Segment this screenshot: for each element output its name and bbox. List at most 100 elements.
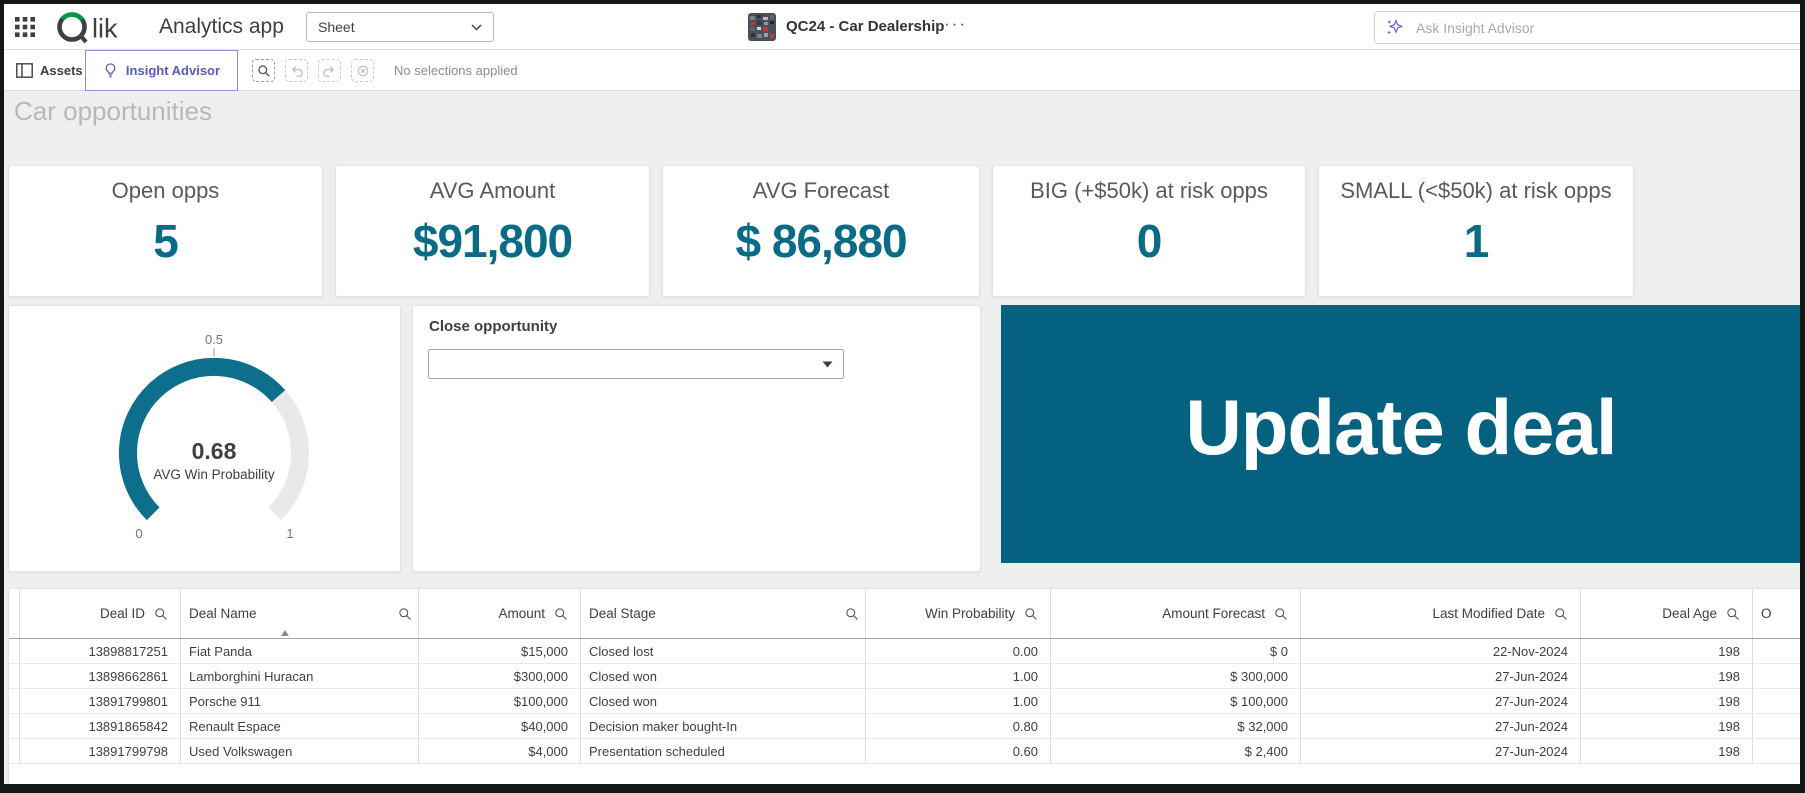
- table-cell[interactable]: Used Volkswagen: [181, 739, 419, 763]
- qlik-logo[interactable]: lik: [56, 9, 144, 45]
- column-header[interactable]: Win Probability: [866, 589, 1051, 638]
- clear-selections-icon[interactable]: [351, 59, 374, 82]
- table-cell[interactable]: 27-Jun-2024: [1301, 689, 1581, 713]
- cell-value: 13891799801: [88, 693, 168, 709]
- kpi-value: 5: [153, 215, 179, 267]
- table-cell[interactable]: [1753, 639, 1802, 663]
- table-cell[interactable]: $ 100,000: [1051, 689, 1301, 713]
- table-cell[interactable]: $ 32,000: [1051, 714, 1301, 738]
- search-icon[interactable]: [154, 607, 168, 621]
- update-deal-button[interactable]: Update deal: [1001, 305, 1801, 563]
- table-cell[interactable]: $ 0: [1051, 639, 1301, 663]
- deals-table: Deal ID Deal Name Amount Deal Stage Win Prob…: [8, 588, 1803, 788]
- insight-advisor-button[interactable]: Insight Advisor: [85, 50, 238, 91]
- search-icon[interactable]: [398, 607, 412, 621]
- table-cell[interactable]: 13898817251: [20, 639, 181, 663]
- cell-value: 27-Jun-2024: [1495, 718, 1568, 734]
- ask-insight-advisor-box[interactable]: [1374, 11, 1805, 44]
- app-launcher-icon[interactable]: [14, 16, 36, 38]
- table-cell[interactable]: 13898662861: [20, 664, 181, 688]
- table-cell[interactable]: $100,000: [419, 689, 581, 713]
- column-header[interactable]: Deal Stage: [581, 589, 866, 638]
- search-icon[interactable]: [1726, 607, 1740, 621]
- table-cell[interactable]: 27-Jun-2024: [1301, 714, 1581, 738]
- ask-insight-advisor-input[interactable]: [1414, 18, 1797, 37]
- table-cell[interactable]: 22-Nov-2024: [1301, 639, 1581, 663]
- table-cell[interactable]: Fiat Panda: [181, 639, 419, 663]
- column-header[interactable]: Deal ID: [20, 589, 181, 638]
- table-cell[interactable]: $ 2,400: [1051, 739, 1301, 763]
- table-cell[interactable]: Closed won: [581, 664, 866, 688]
- table-cell[interactable]: 13891865842: [20, 714, 181, 738]
- table-row: 13891799798 Used Volkswagen $4,000 Presenta…: [9, 739, 1802, 764]
- table-cell[interactable]: 0.80: [866, 714, 1051, 738]
- table-cell[interactable]: Renault Espace: [181, 714, 419, 738]
- table-cell[interactable]: 27-Jun-2024: [1301, 664, 1581, 688]
- sheet-selector[interactable]: Sheet: [306, 12, 494, 42]
- more-menu-icon[interactable]: ···: [944, 14, 967, 33]
- kpi-card: AVG Amount $91,800: [335, 165, 650, 297]
- table-cell[interactable]: Lamborghini Huracan: [181, 664, 419, 688]
- column-header[interactable]: Deal Age: [1581, 589, 1753, 638]
- table-cell[interactable]: Presentation scheduled: [581, 739, 866, 763]
- top-bar: lik Analytics app Sheet QC24 - Car Deale…: [4, 4, 1805, 50]
- table-cell[interactable]: 198: [1581, 689, 1753, 713]
- table-cell[interactable]: [1753, 714, 1802, 738]
- column-header[interactable]: Last Modified Date: [1301, 589, 1581, 638]
- table-cell[interactable]: [1753, 689, 1802, 713]
- table-cell[interactable]: [1753, 739, 1802, 763]
- step-forward-icon[interactable]: [318, 59, 341, 82]
- table-cell[interactable]: $300,000: [419, 664, 581, 688]
- table-row: 13891865842 Renault Espace $40,000 Decision…: [9, 714, 1802, 739]
- cell-value: $ 2,400: [1244, 743, 1288, 759]
- table-cell[interactable]: 198: [1581, 639, 1753, 663]
- search-icon[interactable]: [845, 607, 859, 621]
- table-cell[interactable]: $4,000: [419, 739, 581, 763]
- table-cell[interactable]: 13891799801: [20, 689, 181, 713]
- cell-value: Decision maker bought-In: [589, 718, 738, 734]
- table-cell[interactable]: $40,000: [419, 714, 581, 738]
- table-cell[interactable]: Decision maker bought-In: [581, 714, 866, 738]
- cell-value: 0.00: [1012, 643, 1038, 659]
- kpi-card: BIG (+$50k) at risk opps 0: [992, 165, 1306, 297]
- cell-value: 198: [1718, 693, 1740, 709]
- close-opportunity-dropdown[interactable]: [428, 349, 844, 379]
- table-cell[interactable]: Closed won: [581, 689, 866, 713]
- table-cell[interactable]: Porsche 911: [181, 689, 419, 713]
- table-cell[interactable]: 198: [1581, 739, 1753, 763]
- column-header-label: Deal ID: [99, 606, 145, 621]
- app-thumbnail: [748, 13, 776, 41]
- column-header[interactable]: Amount Forecast: [1051, 589, 1301, 638]
- cell-value: Used Volkswagen: [189, 743, 293, 759]
- table-cell[interactable]: 0.60: [866, 739, 1051, 763]
- table-cell[interactable]: 27-Jun-2024: [1301, 739, 1581, 763]
- search-icon[interactable]: [1554, 607, 1568, 621]
- column-header-label: O: [1761, 606, 1772, 621]
- table-cell[interactable]: 13891799798: [20, 739, 181, 763]
- cell-value: Presentation scheduled: [589, 743, 725, 759]
- search-icon[interactable]: [1024, 607, 1038, 621]
- table-cell[interactable]: $15,000: [419, 639, 581, 663]
- table-cell[interactable]: 0.00: [866, 639, 1051, 663]
- column-header[interactable]: Amount: [419, 589, 581, 638]
- app-title: QC24 - Car Dealership: [786, 18, 945, 35]
- table-cell[interactable]: Closed lost: [581, 639, 866, 663]
- table-cell[interactable]: [1753, 664, 1802, 688]
- kpi-value: $91,800: [412, 215, 573, 267]
- table-cell[interactable]: 1.00: [866, 689, 1051, 713]
- step-back-icon[interactable]: [285, 59, 308, 82]
- gauge-chart: 0.5 0 1 0.68 AVG Win Probability: [8, 305, 401, 572]
- search-icon[interactable]: [1274, 607, 1288, 621]
- search-icon[interactable]: [554, 607, 568, 621]
- table-cell[interactable]: 198: [1581, 714, 1753, 738]
- selections-tool-icon[interactable]: [252, 59, 275, 82]
- table-cell[interactable]: 1.00: [866, 664, 1051, 688]
- column-header[interactable]: Deal Name: [181, 589, 419, 638]
- table-cell[interactable]: 198: [1581, 664, 1753, 688]
- column-header-label: Amount Forecast: [1162, 606, 1265, 621]
- assets-button[interactable]: Assets: [12, 50, 87, 91]
- dropdown-arrow-icon: [822, 361, 833, 367]
- cell-value: $ 100,000: [1230, 693, 1288, 709]
- table-cell[interactable]: $ 300,000: [1051, 664, 1301, 688]
- column-header[interactable]: O: [1753, 589, 1802, 638]
